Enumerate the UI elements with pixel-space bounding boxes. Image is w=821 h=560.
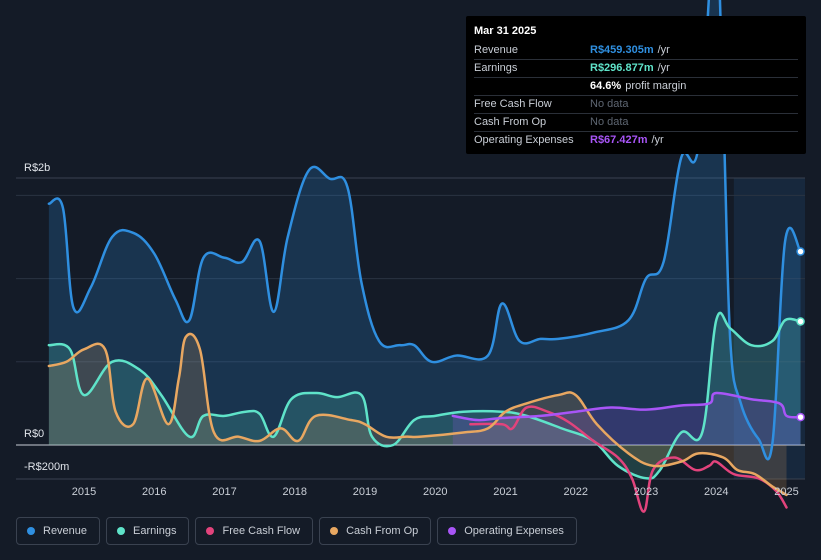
tooltip-row-unit: /yr	[657, 62, 670, 74]
cash-from-op-area	[48, 333, 787, 495]
x-tick-label: 2020	[423, 486, 447, 498]
tooltip-row-value: R$67.427m	[590, 134, 648, 146]
y-label-top: R$2b	[24, 162, 50, 174]
legend-cash-from-op[interactable]: Cash From Op	[319, 517, 432, 545]
legend-dot-icon	[448, 527, 457, 535]
legend-label: Revenue	[43, 525, 88, 537]
legend-dot-icon	[27, 527, 35, 535]
tooltip-row-value: No data	[590, 116, 629, 128]
tooltip-row-value: No data	[590, 98, 629, 110]
y-label-zero: R$0	[24, 428, 44, 440]
legend-free-cash-flow[interactable]: Free Cash Flow	[195, 517, 314, 545]
data-tooltip: Mar 31 2025 Revenue R$459.305m/yr Earnings…	[466, 16, 806, 154]
x-tick-label: 2019	[353, 486, 377, 498]
revenue-end-marker	[796, 247, 805, 256]
tooltip-row-label: Free Cash Flow	[474, 98, 552, 110]
x-axis-ticks: 2015 2016 2017 2018 2019 2020 2021 2022 2023 2024…	[72, 486, 799, 498]
tooltip-rows: Revenue R$459.305m/yr Earnings R$296.877m/y…	[474, 42, 798, 149]
x-tick-label: 2025	[774, 486, 798, 498]
operating-expenses-area	[452, 392, 801, 445]
tooltip-row-label: Operating Expenses	[474, 134, 574, 146]
x-tick-label: 2022	[564, 486, 588, 498]
legend-revenue[interactable]: Revenue	[16, 517, 101, 545]
cash-from-op-line	[47, 332, 788, 497]
x-tick-label: 2018	[283, 486, 307, 498]
tooltip-row-unit: profit margin	[625, 80, 687, 92]
tooltip-row-unit: /yr	[651, 134, 664, 146]
x-tick-label: 2021	[493, 486, 517, 498]
tooltip-row-label	[474, 78, 590, 95]
tooltip-row-label: Revenue	[474, 44, 519, 56]
legend-dot-icon	[330, 527, 339, 535]
operating-expenses-line	[451, 391, 802, 422]
legend-label: Operating Expenses	[464, 525, 564, 537]
legend-earnings[interactable]: Earnings	[106, 517, 190, 545]
tooltip-row-unit: /yr	[657, 44, 670, 56]
revenue-area	[48, 0, 801, 460]
legend-label: Earnings	[133, 525, 177, 537]
x-tick-label: 2017	[212, 486, 236, 498]
x-tick-label: 2015	[72, 486, 96, 498]
x-tick-label: 2023	[634, 486, 658, 498]
legend-operating-expenses[interactable]: Operating Expenses	[437, 517, 577, 545]
tooltip-row: 64.6% profit margin	[474, 77, 798, 95]
legend-dot-icon	[117, 527, 126, 535]
chart-legend: Revenue Earnings Free Cash Flow Cash From O…	[16, 517, 577, 545]
tooltip-row: Cash From Op No data	[474, 113, 798, 131]
tooltip-row-label: Earnings	[474, 62, 518, 74]
tooltip-row-value: 64.6%	[590, 80, 622, 92]
x-tick-label: 2024	[704, 486, 728, 498]
legend-dot-icon	[206, 527, 215, 535]
tooltip-row: Free Cash Flow No data	[474, 95, 798, 113]
earnings-end-marker	[796, 317, 805, 326]
y-label-bottom: -R$200m	[24, 461, 69, 473]
tooltip-row-label: Cash From Op	[474, 116, 547, 128]
tooltip-date: Mar 31 2025	[474, 25, 537, 37]
operating-expenses-end-marker	[796, 412, 805, 422]
tooltip-row: Operating Expenses R$67.427m/yr	[474, 131, 798, 149]
legend-label: Free Cash Flow	[222, 525, 301, 537]
legend-label: Cash From Op	[346, 525, 419, 537]
gridlines	[16, 177, 805, 480]
free-cash-flow-line	[469, 405, 788, 513]
tooltip-row-value: R$459.305m	[590, 44, 654, 56]
tooltip-row-value: R$296.877m	[590, 62, 654, 74]
tooltip-row: Earnings R$296.877m/yr	[474, 59, 798, 77]
forecast-shade	[733, 178, 805, 479]
tooltip-row: Revenue R$459.305m/yr	[474, 42, 798, 59]
x-tick-label: 2016	[142, 486, 166, 498]
